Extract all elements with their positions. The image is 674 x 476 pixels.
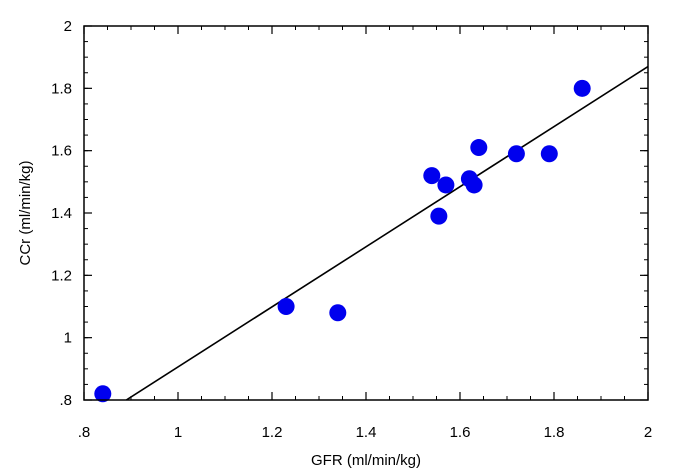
y-tick-label: 2 (64, 18, 72, 35)
data-point (94, 385, 112, 403)
data-point (423, 167, 441, 185)
x-tick-label: 1.8 (544, 424, 565, 441)
x-tick-label: 1 (174, 424, 182, 441)
tick-labels-layer: .8 1 1.2 1.4 1.6 1.8 2 .8 1 1.2 1.4 1.6 1.8 2 (51, 18, 652, 441)
data-point (540, 145, 558, 163)
regression-line (125, 65, 649, 401)
y-tick-label: 1.2 (51, 267, 72, 284)
data-point (470, 139, 488, 157)
x-tick-label: .8 (78, 424, 91, 441)
points-layer (94, 79, 591, 403)
data-point (465, 176, 483, 194)
y-tick-label: 1 (64, 330, 72, 347)
data-point (573, 79, 591, 97)
y-tick-label: 1.6 (51, 143, 72, 160)
y-axis-title: CCr (ml/min/kg) (17, 161, 34, 266)
data-point (437, 176, 455, 194)
data-point (329, 304, 347, 322)
x-tick-label: 1.6 (450, 424, 471, 441)
data-point (277, 298, 295, 315)
y-tick-label: 1.8 (51, 80, 72, 97)
x-tick-label: 1.2 (262, 424, 283, 441)
data-point (507, 145, 525, 163)
data-point (430, 207, 448, 225)
fit-line-layer (125, 65, 649, 401)
x-axis-title: GFR (ml/min/kg) (311, 452, 421, 469)
plot-frame (83, 25, 649, 401)
ticks-layer (83, 25, 649, 401)
x-tick-label: 2 (644, 424, 652, 441)
y-tick-label: .8 (59, 392, 72, 409)
x-tick-label: 1.4 (356, 424, 377, 441)
y-tick-label: 1.4 (51, 205, 72, 222)
